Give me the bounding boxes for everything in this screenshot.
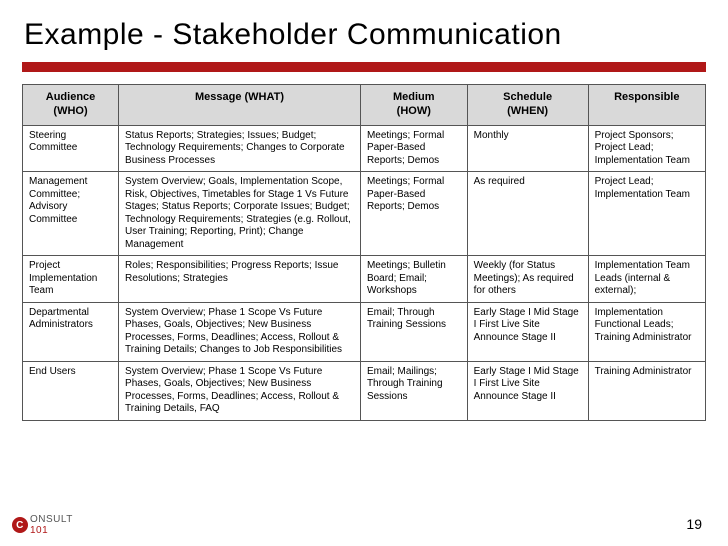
cell-medium: Email; Through Training Sessions (360, 302, 467, 361)
cell-responsible: Project Lead; Implementation Team (588, 172, 705, 256)
logo-text: ONSULT 101 (30, 514, 73, 536)
col-header-sub: (WHEN) (507, 105, 548, 117)
cell-schedule: Monthly (467, 125, 588, 172)
cell-message: Status Reports; Strategies; Issues; Budg… (119, 125, 361, 172)
cell-responsible: Implementation Functional Leads; Trainin… (588, 302, 705, 361)
table-row: Steering Committee Status Reports; Strat… (23, 125, 706, 172)
cell-message: System Overview; Phase 1 Scope Vs Future… (119, 361, 361, 420)
cell-audience: Project Implementation Team (23, 256, 119, 303)
col-header-sub: (HOW) (397, 105, 431, 117)
col-header-label: Message (WHAT) (195, 91, 284, 103)
cell-audience: End Users (23, 361, 119, 420)
col-header-medium: Medium (HOW) (360, 85, 467, 126)
cell-schedule: As required (467, 172, 588, 256)
table-body: Steering Committee Status Reports; Strat… (23, 125, 706, 420)
table-row: End Users System Overview; Phase 1 Scope… (23, 361, 706, 420)
cell-audience: Steering Committee (23, 125, 119, 172)
cell-medium: Email; Mailings; Through Training Sessio… (360, 361, 467, 420)
accent-bar (22, 62, 706, 72)
page-number: 19 (686, 516, 702, 532)
cell-audience: Management Committee; Advisory Committee (23, 172, 119, 256)
col-header-sub: (WHO) (53, 105, 87, 117)
cell-schedule: Weekly (for Status Meetings); As require… (467, 256, 588, 303)
col-header-label: Medium (393, 91, 435, 103)
logo-icon: C (12, 517, 28, 533)
col-header-responsible: Responsible (588, 85, 705, 126)
col-header-message: Message (WHAT) (119, 85, 361, 126)
communication-table: Audience (WHO) Message (WHAT) Medium (HO… (22, 84, 706, 421)
logo-initial: C (16, 520, 24, 531)
col-header-audience: Audience (WHO) (23, 85, 119, 126)
slide: Example - Stakeholder Communication Audi… (0, 0, 728, 546)
cell-message: Roles; Responsibilities; Progress Report… (119, 256, 361, 303)
col-header-label: Audience (46, 91, 96, 103)
table-row: Management Committee; Advisory Committee… (23, 172, 706, 256)
cell-responsible: Project Sponsors; Project Lead; Implemen… (588, 125, 705, 172)
cell-medium: Meetings; Bulletin Board; Email; Worksho… (360, 256, 467, 303)
table-row: Project Implementation Team Roles; Respo… (23, 256, 706, 303)
col-header-label: Schedule (503, 91, 552, 103)
table-header-row: Audience (WHO) Message (WHAT) Medium (HO… (23, 85, 706, 126)
cell-message: System Overview; Goals, Implementation S… (119, 172, 361, 256)
cell-schedule: Early Stage I Mid Stage I First Live Sit… (467, 302, 588, 361)
brand-logo: C ONSULT 101 (12, 514, 73, 536)
col-header-label: Responsible (614, 91, 679, 103)
col-header-schedule: Schedule (WHEN) (467, 85, 588, 126)
cell-medium: Meetings; Formal Paper-Based Reports; De… (360, 125, 467, 172)
cell-audience: Departmental Administrators (23, 302, 119, 361)
cell-message: System Overview; Phase 1 Scope Vs Future… (119, 302, 361, 361)
table-row: Departmental Administrators System Overv… (23, 302, 706, 361)
cell-responsible: Implementation Team Leads (internal & ex… (588, 256, 705, 303)
cell-responsible: Training Administrator (588, 361, 705, 420)
page-title: Example - Stakeholder Communication (22, 18, 706, 58)
cell-medium: Meetings; Formal Paper-Based Reports; De… (360, 172, 467, 256)
cell-schedule: Early Stage I Mid Stage I First Live Sit… (467, 361, 588, 420)
